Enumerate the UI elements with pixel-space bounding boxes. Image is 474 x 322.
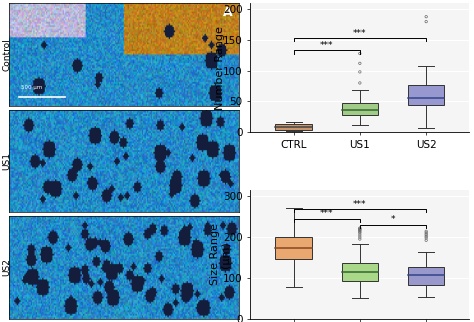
Point [422,229,430,234]
Point [356,226,364,232]
Text: B: B [473,0,474,2]
Point [356,229,364,234]
Y-axis label: Number Range: Number Range [215,26,225,109]
Point [356,69,364,74]
Text: *: * [391,215,395,224]
Text: ***: *** [320,209,333,218]
Y-axis label: US2: US2 [2,259,11,277]
Bar [408,267,445,285]
Text: ***: *** [320,41,333,50]
Point [422,233,430,239]
Bar [275,237,312,260]
Bar [275,124,312,129]
Point [422,19,430,24]
Text: 500 μm: 500 μm [21,85,42,90]
Point [356,236,364,242]
Point [356,51,364,56]
Y-axis label: US1: US1 [2,152,11,170]
Y-axis label: Control: Control [2,38,11,71]
Point [356,228,364,233]
Text: C: C [473,176,474,189]
Point [356,61,364,66]
Point [356,225,364,231]
Point [356,80,364,86]
Bar [408,85,445,105]
Point [422,238,430,243]
Point [356,227,364,232]
Point [422,230,430,235]
Bar [342,103,378,116]
Point [422,235,430,241]
Text: ***: *** [353,200,366,209]
Point [356,234,364,240]
Point [356,230,364,235]
Text: A: A [223,6,232,19]
Text: ***: *** [353,29,366,38]
Point [422,232,430,237]
Bar [342,263,378,281]
Point [356,232,364,238]
Point [422,14,430,19]
Y-axis label: Size Range
(μm): Size Range (μm) [210,223,231,285]
